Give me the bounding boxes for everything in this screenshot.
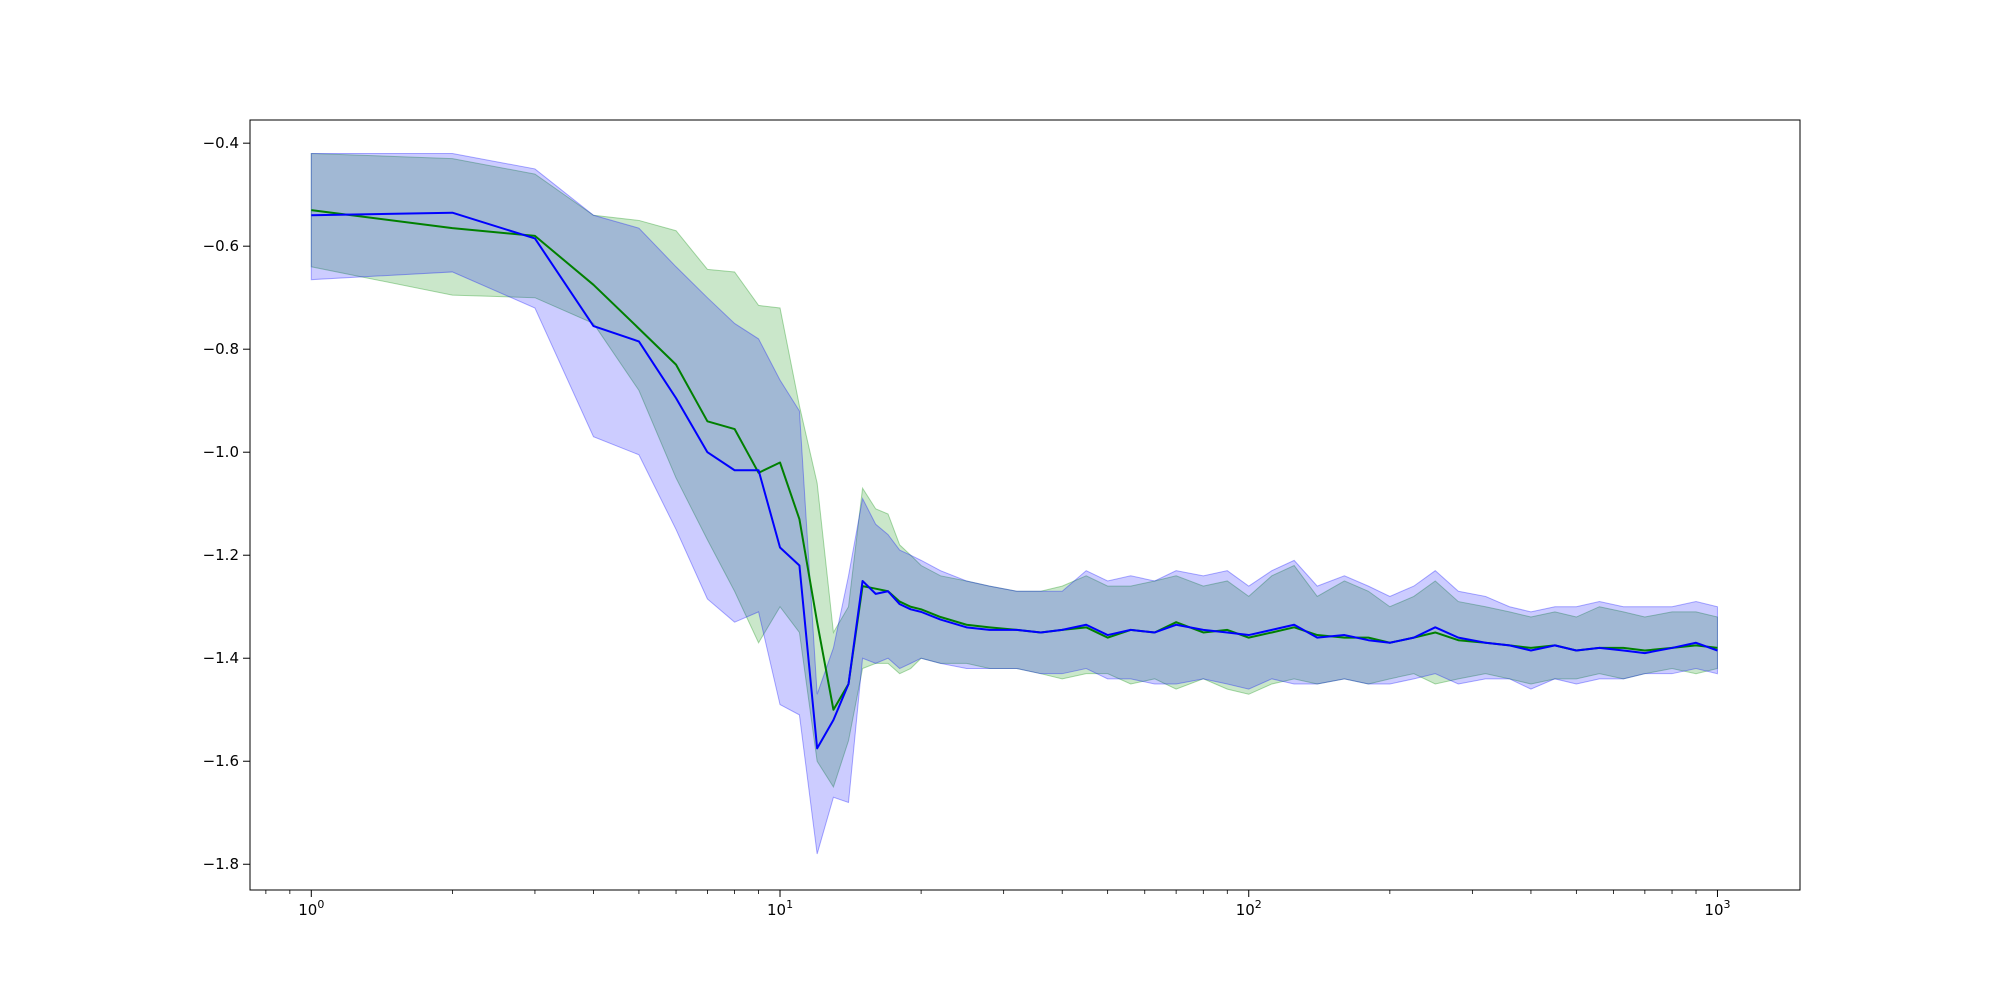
- y-tick-label: −1.8: [203, 855, 239, 873]
- y-tick-label: −1.4: [203, 649, 239, 667]
- y-tick-label: −1.0: [203, 443, 239, 461]
- y-axis: −0.4 −0.6 −0.8 −1.0 −1.2 −1.4 −1.6 −1.8: [203, 134, 250, 873]
- x-tick-label: 101: [767, 898, 793, 919]
- series-2-band: [310, 152, 1718, 855]
- series-2-line: [311, 211, 1718, 750]
- plot-frame: [249, 119, 1801, 891]
- series-1-band: [310, 152, 1718, 789]
- x-tick-label: 103: [1704, 898, 1730, 919]
- y-tick-label: −0.4: [203, 134, 239, 152]
- y-tick-label: −1.6: [203, 752, 239, 770]
- x-axis: 100 101 102 103: [265, 890, 1731, 919]
- x-tick-label: 100: [298, 898, 324, 919]
- series-lines: [311, 209, 1718, 750]
- x-tick-label: 102: [1236, 898, 1262, 919]
- y-tick-label: −1.2: [203, 546, 239, 564]
- confidence-bands: [310, 152, 1718, 855]
- y-tick-label: −0.6: [203, 237, 239, 255]
- y-tick-label: −0.8: [203, 340, 239, 358]
